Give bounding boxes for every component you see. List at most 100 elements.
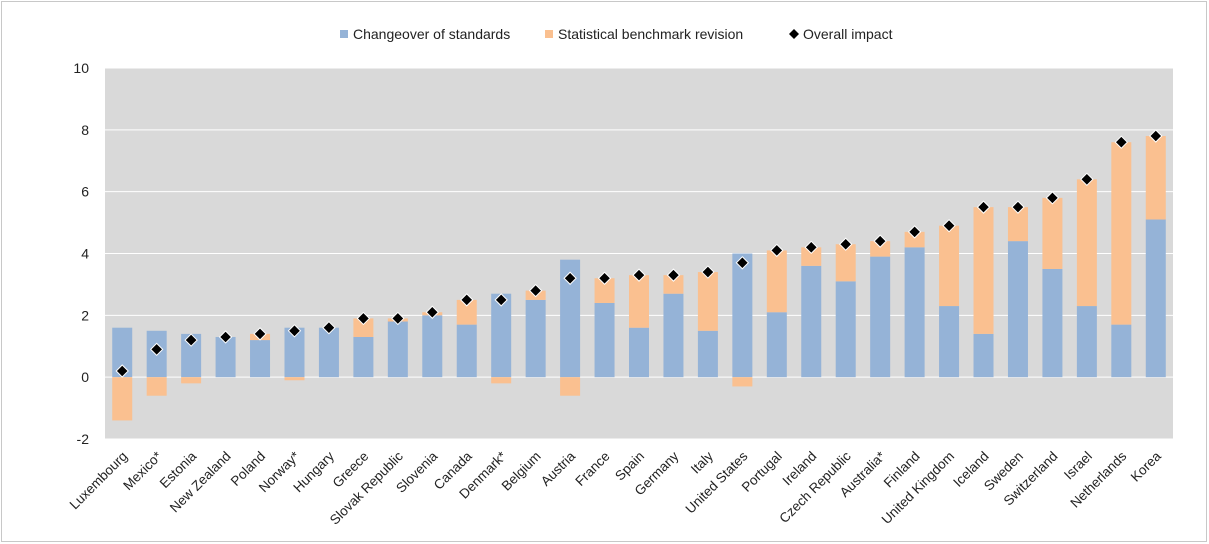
bar-benchmark-revision xyxy=(1007,207,1028,242)
overall-impact-marker xyxy=(115,364,129,378)
bar-changeover xyxy=(973,333,994,378)
bar-changeover xyxy=(766,312,787,378)
overall-impact-marker xyxy=(1045,191,1060,205)
overall-impact-marker xyxy=(735,256,750,270)
overall-impact-marker xyxy=(253,327,267,341)
bar-changeover xyxy=(387,321,408,378)
overall-impact-marker xyxy=(770,243,784,258)
bar-changeover xyxy=(1076,306,1097,378)
bar-changeover xyxy=(560,259,581,378)
overall-impact-marker xyxy=(701,265,715,279)
y-tick-label: 10 xyxy=(73,60,89,76)
overall-impact-marker xyxy=(287,324,302,338)
x-tick-label: Austria xyxy=(538,448,579,489)
overall-impact-marker xyxy=(1011,200,1025,214)
legend-label: Changeover of standards xyxy=(353,26,510,42)
bar-benchmark-revision xyxy=(284,377,305,381)
overall-impact-marker xyxy=(942,218,956,233)
bar-benchmark-revision xyxy=(1111,142,1132,325)
bar-benchmark-revision xyxy=(870,241,891,257)
bar-benchmark-revision xyxy=(939,225,960,307)
x-tick-label: Italy xyxy=(688,448,716,476)
legend-label: Overall impact xyxy=(803,26,893,42)
bar-changeover xyxy=(629,327,649,378)
y-tick-label: 8 xyxy=(81,122,89,138)
overall-impact-marker xyxy=(839,237,853,251)
overall-impact-marker xyxy=(632,268,646,282)
overall-impact-marker xyxy=(1114,135,1129,149)
bar-benchmark-revision xyxy=(146,377,167,396)
bar-benchmark-revision xyxy=(629,275,649,328)
overall-impact-marker xyxy=(149,342,164,357)
bar-benchmark-revision xyxy=(560,377,581,396)
bar-changeover xyxy=(181,333,202,378)
legend-swatch xyxy=(340,30,348,38)
overall-impact-marker xyxy=(1080,172,1094,187)
bar-changeover xyxy=(318,327,339,378)
y-tick-label: 2 xyxy=(81,307,89,323)
x-tick-label: New Zealand xyxy=(167,449,234,516)
overall-impact-marker xyxy=(976,200,991,214)
overall-impact-markers xyxy=(115,129,1163,378)
bar-benchmark-revision xyxy=(663,275,684,294)
bar-changeover xyxy=(594,302,615,378)
overall-impact-marker xyxy=(563,271,577,285)
bar-changeover xyxy=(422,315,443,378)
overall-impact-marker xyxy=(356,311,371,326)
bar-benchmark-revision xyxy=(112,377,133,421)
bar-changeover xyxy=(1007,241,1028,378)
overall-impact-marker xyxy=(184,333,198,347)
overall-impact-marker xyxy=(425,305,439,319)
overall-impact-marker xyxy=(804,240,818,255)
bar-benchmark-revision xyxy=(766,250,787,313)
y-tick-label: 4 xyxy=(81,246,89,262)
overall-impact-marker xyxy=(1149,129,1163,143)
overall-impact-marker xyxy=(322,320,336,335)
overall-impact-marker xyxy=(907,225,922,239)
bars xyxy=(112,136,1166,421)
y-tick-label: -2 xyxy=(77,431,90,447)
bar-changeover xyxy=(250,340,271,378)
bar-changeover xyxy=(904,247,925,378)
bar-changeover xyxy=(1042,268,1063,378)
bar-changeover xyxy=(456,324,477,378)
bar-benchmark-revision xyxy=(1076,179,1097,307)
x-tick-label: France xyxy=(572,449,612,489)
overall-impact-marker xyxy=(494,293,508,307)
bar-benchmark-revision xyxy=(491,377,512,384)
bar-benchmark-revision xyxy=(1042,197,1063,269)
overall-impact-marker xyxy=(873,234,887,248)
bar-changeover xyxy=(870,256,891,378)
bar-changeover xyxy=(215,336,236,378)
bar-changeover xyxy=(1145,219,1166,378)
bar-benchmark-revision xyxy=(1145,136,1166,220)
bar-changeover xyxy=(353,336,374,378)
overall-impact-marker xyxy=(528,283,543,298)
bar-benchmark-revision xyxy=(181,377,202,384)
bar-benchmark-revision xyxy=(904,231,925,248)
x-tick-label: Luxembourg xyxy=(67,449,131,513)
bar-benchmark-revision xyxy=(835,244,856,282)
bar-changeover xyxy=(112,327,133,378)
bar-changeover xyxy=(732,253,753,378)
overall-impact-marker xyxy=(218,330,233,344)
bar-changeover xyxy=(697,330,718,378)
bar-changeover xyxy=(525,299,546,378)
x-tick-label: Mexico* xyxy=(120,448,165,493)
overall-impact-marker xyxy=(460,293,474,307)
x-tick-label: Korea xyxy=(1128,448,1164,484)
bar-changeover xyxy=(663,293,684,378)
legend: Changeover of standards Statistical bench… xyxy=(340,26,893,42)
y-axis: -2 0 2 4 6 8 10 xyxy=(73,60,89,447)
bar-benchmark-revision xyxy=(594,278,615,303)
bar-benchmark-revision xyxy=(801,247,822,266)
bar-changeover xyxy=(939,306,960,378)
legend-label: Statistical benchmark revision xyxy=(558,26,743,42)
y-tick-label: 6 xyxy=(81,184,89,200)
bar-benchmark-revision xyxy=(456,299,477,325)
bar-benchmark-revision xyxy=(732,377,753,387)
y-tick-label: 0 xyxy=(81,369,89,385)
bar-changeover xyxy=(835,281,856,378)
